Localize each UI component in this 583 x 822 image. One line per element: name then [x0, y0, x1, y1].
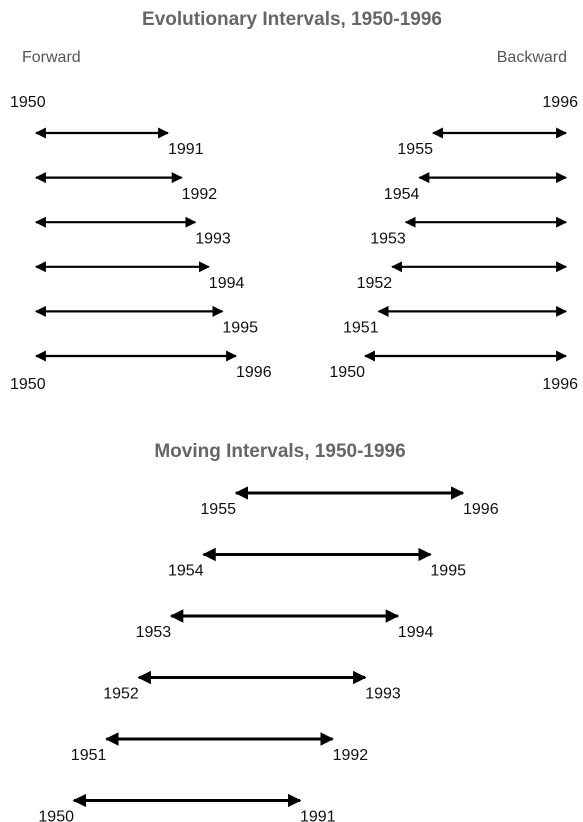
direction-label: Backward	[497, 49, 567, 66]
section-title: Moving Intervals, 1950-1996	[154, 441, 405, 462]
year-label: 1992	[333, 747, 369, 764]
year-label: 1954	[384, 186, 420, 203]
year-label: 1995	[430, 563, 466, 580]
year-label: 1993	[365, 686, 401, 703]
year-label: 1995	[222, 320, 258, 337]
year-label: 1996	[542, 94, 578, 111]
year-label: 1953	[370, 230, 406, 247]
year-label: 1952	[103, 686, 139, 703]
year-label: 1955	[200, 501, 236, 518]
year-label: 1991	[300, 809, 336, 822]
year-label: 1955	[397, 141, 433, 158]
year-label: 1953	[136, 624, 172, 641]
year-label: 1991	[168, 141, 204, 158]
year-label: 1996	[542, 376, 578, 393]
year-label: 1994	[398, 624, 434, 641]
year-label: 1950	[329, 364, 365, 381]
year-label: 1950	[10, 376, 46, 393]
year-label: 1992	[182, 186, 218, 203]
year-label: 1951	[343, 320, 379, 337]
year-label: 1993	[195, 230, 231, 247]
year-label: 1996	[463, 501, 499, 518]
year-label: 1954	[168, 563, 204, 580]
year-label: 1950	[38, 809, 74, 822]
year-label: 1951	[71, 747, 107, 764]
direction-label: Forward	[22, 49, 81, 66]
year-label: 1996	[236, 364, 272, 381]
section-title: Evolutionary Intervals, 1950-1996	[142, 9, 442, 30]
year-label: 1950	[10, 94, 46, 111]
year-label: 1952	[357, 275, 393, 292]
year-label: 1994	[209, 275, 245, 292]
